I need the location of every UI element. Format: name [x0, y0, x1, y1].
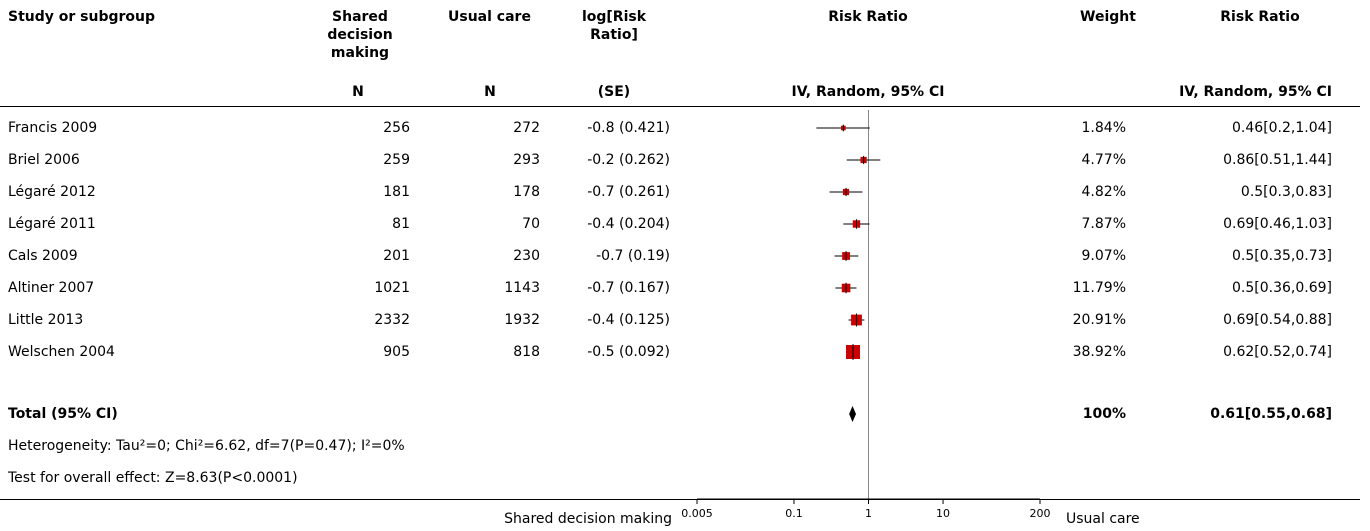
study-logrr-se: -0.5 (0.092) — [587, 344, 670, 360]
study-n2: 70 — [522, 216, 540, 232]
study-name: Little 2013 — [8, 312, 84, 328]
total-rr: 0.61[0.55,0.68] — [1210, 406, 1332, 422]
study-name: Légaré 2011 — [8, 216, 96, 232]
heterogeneity-text: Heterogeneity: Tau²=0; Chi²=6.62, df=7(P… — [8, 438, 405, 454]
study-n2: 178 — [513, 184, 540, 200]
study-weight: 9.07% — [1081, 248, 1126, 264]
header-group1: Shared decision making — [327, 9, 393, 61]
study-weight: 4.77% — [1081, 152, 1126, 168]
study-marker — [860, 156, 867, 164]
subheader-rr-method: IV, Random, 95% CI — [1179, 84, 1332, 100]
study-rr: 0.86[0.51,1.44] — [1223, 152, 1332, 168]
x-tick-label: 1 — [865, 507, 872, 520]
study-logrr-se: -0.8 (0.421) — [587, 120, 670, 136]
study-n1: 81 — [392, 216, 410, 232]
study-marker — [841, 283, 851, 293]
study-n1: 256 — [383, 120, 410, 136]
study-marker — [841, 125, 846, 131]
study-marker — [842, 252, 850, 260]
header-rr: Risk Ratio — [1220, 9, 1300, 25]
study-weight: 11.79% — [1072, 280, 1126, 296]
header-weight: Weight — [1080, 9, 1136, 25]
study-logrr-se: -0.4 (0.125) — [587, 312, 670, 328]
study-n2: 272 — [513, 120, 540, 136]
x-tick-label: 0.005 — [681, 507, 713, 520]
study-weight: 4.82% — [1081, 184, 1126, 200]
study-name: Altiner 2007 — [8, 280, 95, 296]
header-group2: Usual care — [448, 9, 531, 25]
header-rule — [0, 106, 1360, 107]
study-rr: 0.5[0.3,0.83] — [1240, 184, 1332, 200]
study-n2: 230 — [513, 248, 540, 264]
subheader-plot-method: IV, Random, 95% CI — [791, 84, 945, 100]
study-n1: 905 — [383, 344, 410, 360]
pooled-diamond — [849, 406, 857, 422]
study-weight: 7.87% — [1081, 216, 1126, 232]
total-label: Total (95% CI) — [8, 406, 118, 422]
study-logrr-se: -0.7 (0.19) — [596, 248, 670, 264]
subheader-n1: N — [352, 84, 364, 100]
study-weight: 20.91% — [1072, 312, 1126, 328]
study-rr: 0.5[0.35,0.73] — [1232, 248, 1332, 264]
header-plot: Risk Ratio — [828, 9, 908, 25]
axis-left-label: Shared decision making — [504, 511, 672, 527]
axis-right-label: Usual care — [1066, 511, 1140, 527]
study-rr: 0.69[0.46,1.03] — [1223, 216, 1332, 232]
study-n1: 181 — [383, 184, 410, 200]
total-weight: 100% — [1082, 406, 1126, 422]
x-tick-label: 200 — [1030, 507, 1051, 520]
study-marker — [852, 220, 861, 228]
study-name: Francis 2009 — [8, 120, 98, 136]
study-name: Légaré 2012 — [8, 184, 96, 200]
study-n2: 818 — [513, 344, 540, 360]
study-marker — [851, 314, 862, 326]
study-weight: 38.92% — [1072, 344, 1126, 360]
study-logrr-se: -0.7 (0.261) — [587, 184, 670, 200]
study-name: Cals 2009 — [8, 248, 78, 264]
subheader-n2: N — [484, 84, 496, 100]
header-logrr: log[Risk Ratio] — [581, 9, 647, 43]
header-study: Study or subgroup — [8, 9, 156, 25]
study-marker — [842, 188, 850, 196]
study-rr: 0.62[0.52,0.74] — [1223, 344, 1332, 360]
study-n1: 259 — [383, 152, 410, 168]
overall-effect-text: Test for overall effect: Z=8.63(P<0.0001… — [8, 470, 298, 486]
study-n1: 1021 — [374, 280, 410, 296]
x-tick-label: 0.1 — [785, 507, 803, 520]
study-n1: 201 — [383, 248, 410, 264]
study-weight: 1.84% — [1081, 120, 1126, 136]
subheader-se: (SE) — [597, 84, 631, 100]
study-n2: 1143 — [504, 280, 540, 296]
study-name: Briel 2006 — [8, 152, 80, 168]
study-marker — [846, 345, 861, 359]
study-n1: 2332 — [374, 312, 410, 328]
study-name: Welschen 2004 — [8, 344, 115, 360]
footer-rule — [0, 499, 1360, 500]
study-n2: 293 — [513, 152, 540, 168]
study-n2: 1932 — [504, 312, 540, 328]
study-logrr-se: -0.7 (0.167) — [587, 280, 670, 296]
study-logrr-se: -0.2 (0.262) — [587, 152, 670, 168]
study-rr: 0.5[0.36,0.69] — [1232, 280, 1332, 296]
study-rr: 0.69[0.54,0.88] — [1223, 312, 1332, 328]
study-logrr-se: -0.4 (0.204) — [587, 216, 670, 232]
x-tick-label: 10 — [936, 507, 950, 520]
study-rr: 0.46[0.2,1.04] — [1232, 120, 1332, 136]
